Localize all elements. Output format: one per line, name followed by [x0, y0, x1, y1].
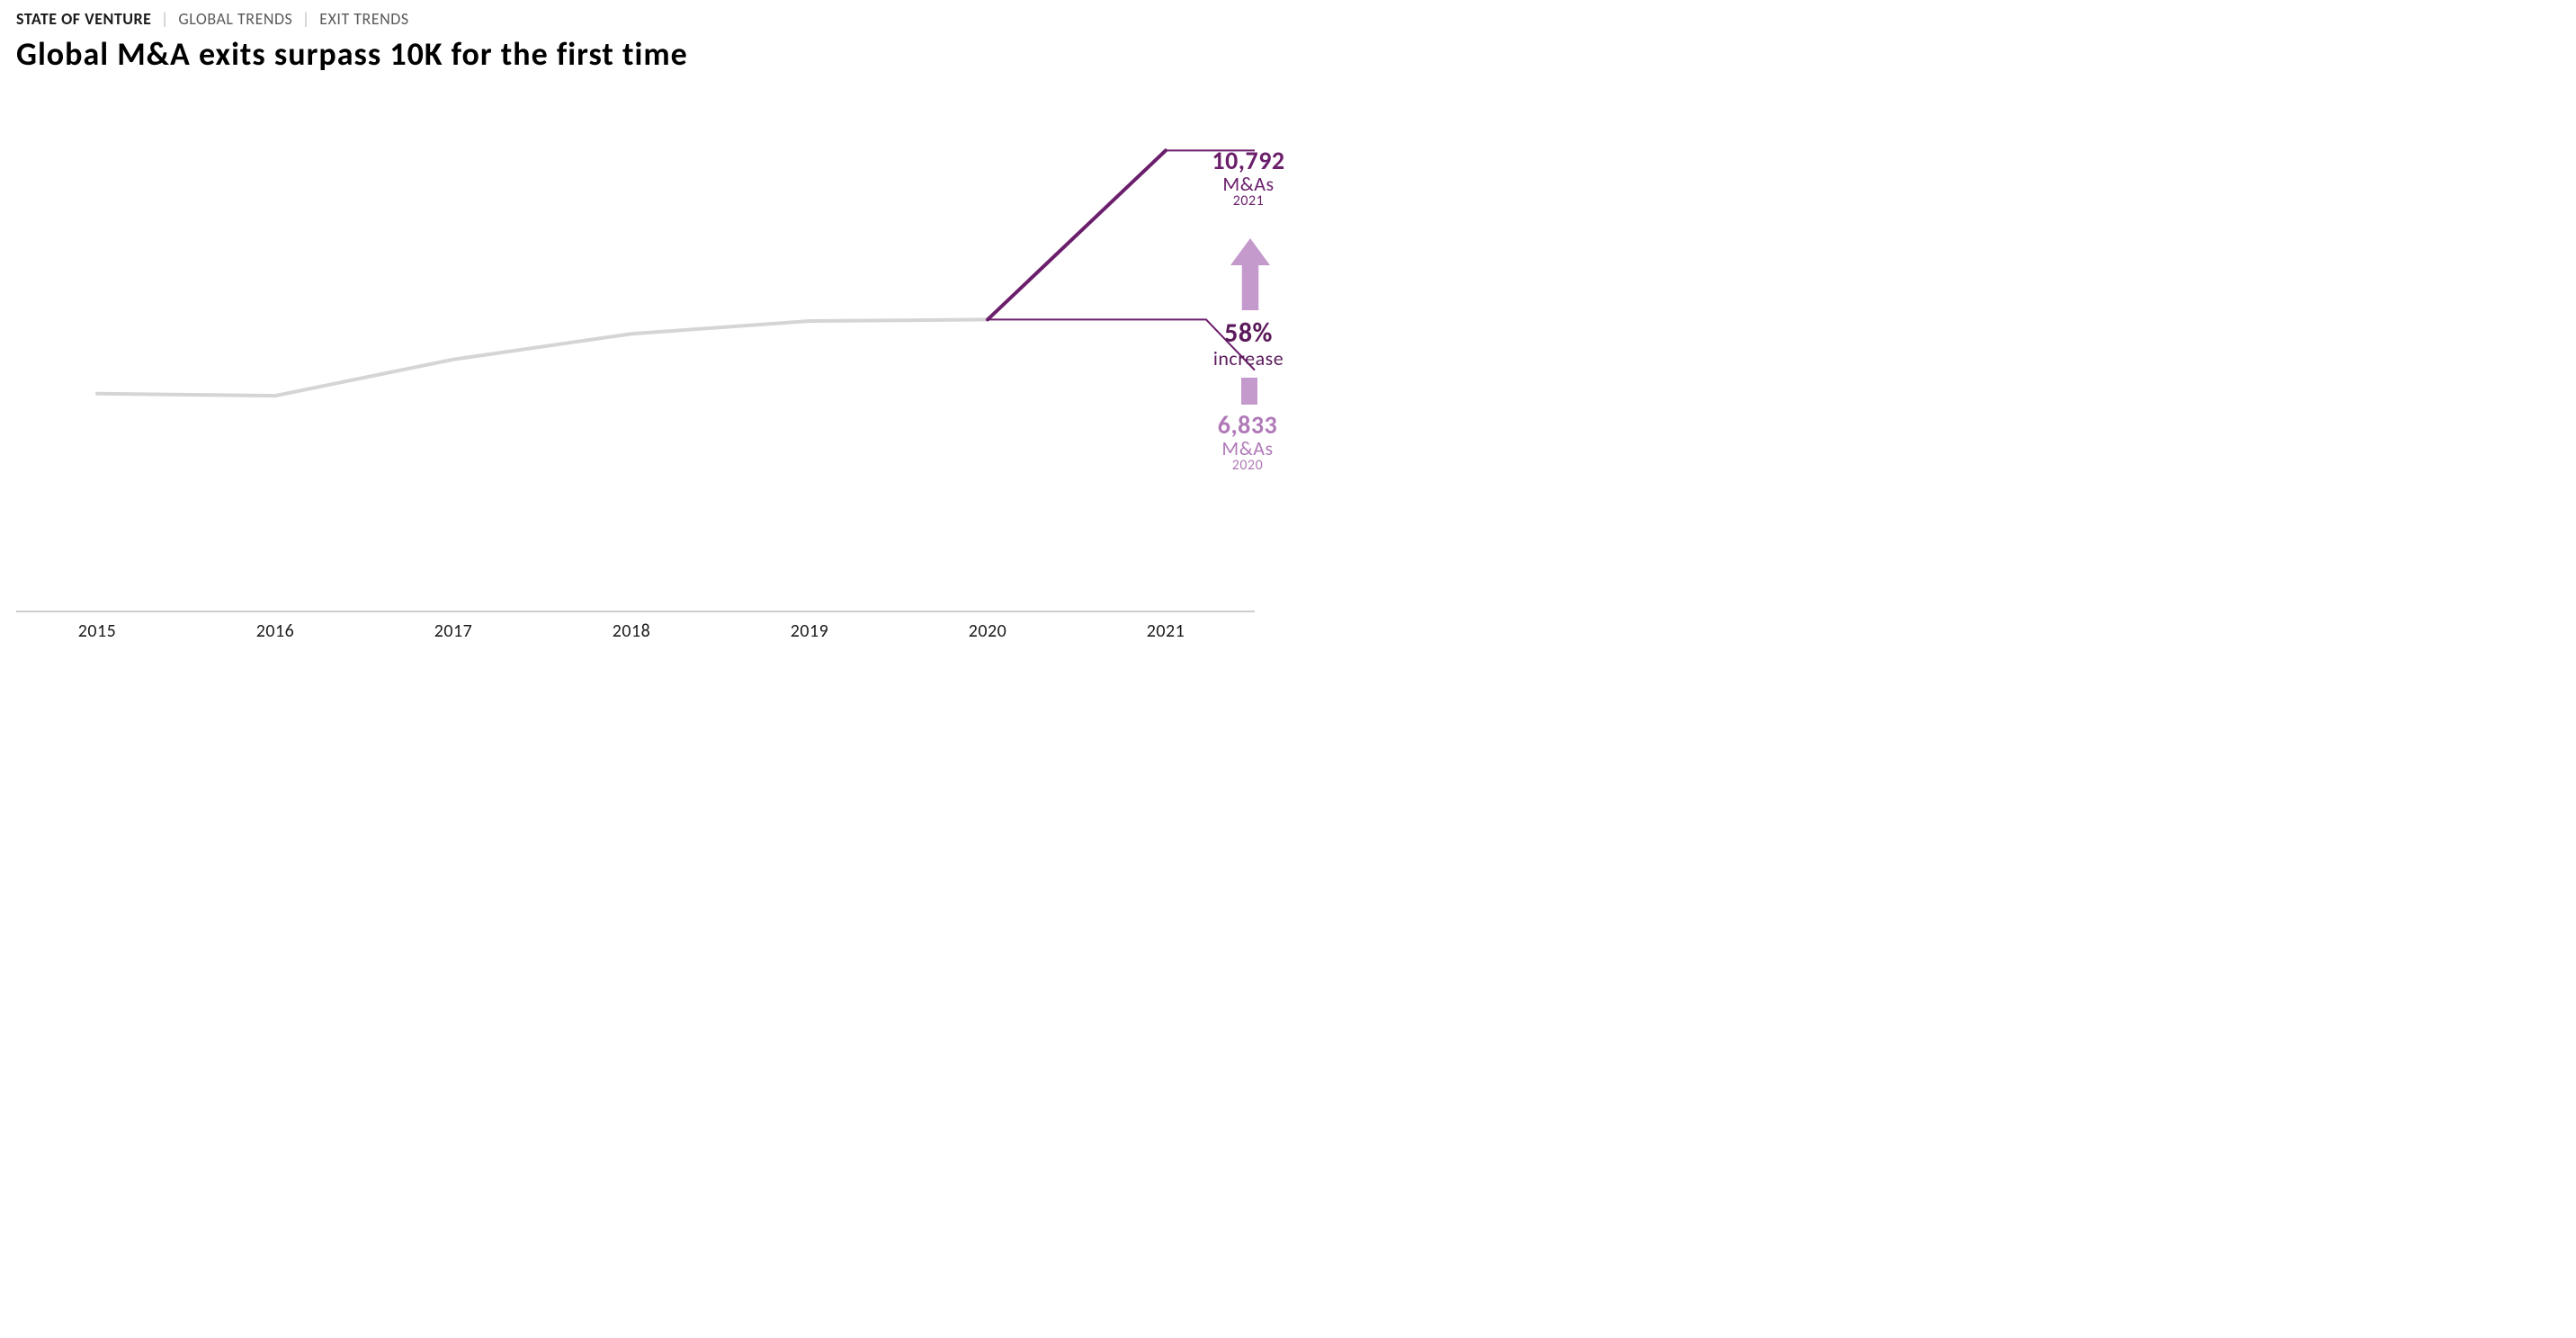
callout-2021-value: 10,792 — [1194, 147, 1302, 174]
page-title: Global M&A exits surpass 10K for the fir… — [16, 34, 688, 74]
callout-2020-value: 6,833 — [1198, 412, 1297, 438]
series-final — [988, 150, 1166, 319]
arrow-stub-icon — [1241, 378, 1257, 405]
series-history — [97, 319, 988, 396]
callout-2021-label: M&As — [1194, 174, 1302, 194]
callout-2021-year: 2021 — [1194, 194, 1302, 210]
x-tick-label: 2015 — [78, 620, 117, 638]
x-tick-label: 2018 — [613, 620, 651, 638]
increase-callout: 58% increase — [1190, 319, 1307, 369]
breadcrumb-separator: | — [161, 9, 169, 29]
breadcrumb-separator: | — [302, 9, 310, 29]
callout-2021: 10,792 M&As 2021 — [1194, 147, 1302, 210]
x-tick-label: 2016 — [256, 620, 295, 638]
callout-2020-label: M&As — [1198, 438, 1297, 459]
breadcrumb: STATE OF VENTURE | GLOBAL TRENDS | EXIT … — [16, 9, 409, 29]
x-tick-label: 2020 — [969, 620, 1007, 638]
arrow-up-icon — [1230, 238, 1270, 310]
callout-2020: 6,833 M&As 2020 — [1198, 412, 1297, 474]
increase-word: increase — [1190, 348, 1307, 369]
breadcrumb-leaf: EXIT TRENDS — [319, 9, 408, 29]
x-tick-label: 2019 — [791, 620, 829, 638]
callout-2020-year: 2020 — [1198, 459, 1297, 474]
breadcrumb-mid: GLOBAL TRENDS — [178, 9, 292, 29]
slide: STATE OF VENTURE | GLOBAL TRENDS | EXIT … — [0, 0, 1288, 669]
increase-pct: 58% — [1190, 319, 1307, 348]
x-tick-label: 2017 — [434, 620, 473, 638]
breadcrumb-root: STATE OF VENTURE — [16, 9, 151, 29]
chart-svg: 2015 2016 2017 2018 2019 2020 2021 — [16, 99, 1272, 638]
x-tick-label: 2021 — [1147, 620, 1185, 638]
line-chart: 2015201620172018201920202021 10,792 M&As… — [16, 99, 1272, 638]
